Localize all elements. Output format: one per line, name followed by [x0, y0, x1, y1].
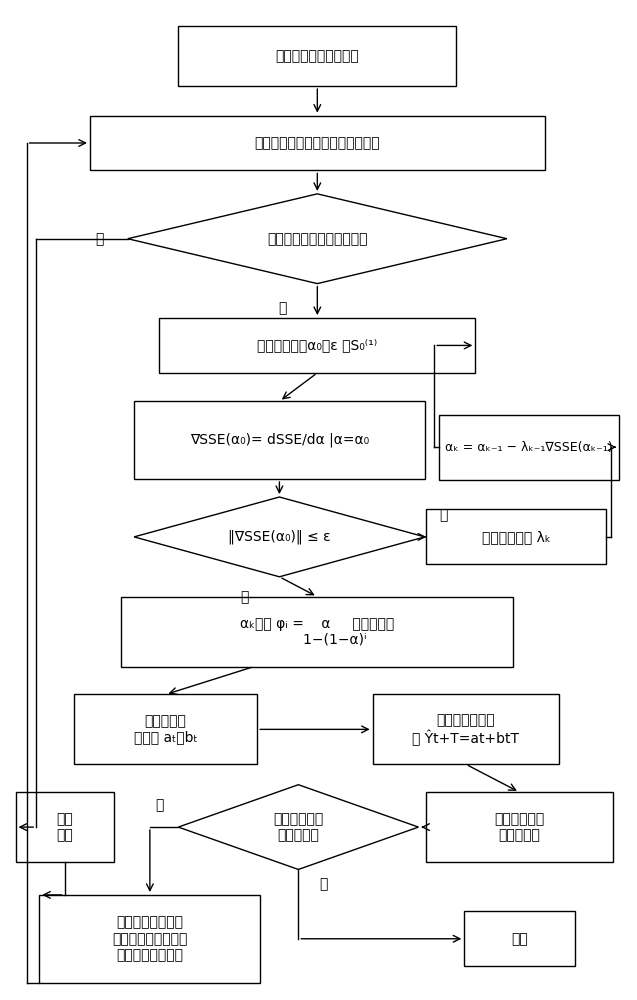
Text: 求得线性预
测参数 aₜ、bₜ: 求得线性预 测参数 aₜ、bₜ	[134, 714, 197, 744]
Text: 采集下一周期指标
值，更新时间序列，
重复预测分析计算: 采集下一周期指标 值，更新时间序列， 重复预测分析计算	[112, 916, 187, 962]
Text: 否: 否	[155, 798, 164, 812]
FancyBboxPatch shape	[426, 792, 613, 862]
Text: ‖∇SSE(α₀)‖ ≤ ε: ‖∇SSE(α₀)‖ ≤ ε	[228, 530, 331, 544]
FancyBboxPatch shape	[178, 26, 456, 86]
FancyBboxPatch shape	[74, 694, 257, 764]
Text: 采集性能数据，存储到时间序列中: 采集性能数据，存储到时间序列中	[255, 136, 380, 150]
Text: 是: 是	[95, 232, 104, 246]
Text: 建立线性预测方
程 Ŷt+T=at+btT: 建立线性预测方 程 Ŷt+T=at+btT	[412, 713, 519, 746]
Polygon shape	[128, 194, 507, 284]
Text: 否: 否	[440, 508, 448, 522]
Text: 预先设定性能预警指标: 预先设定性能预警指标	[275, 49, 359, 63]
Text: 是: 是	[241, 590, 249, 604]
FancyBboxPatch shape	[159, 318, 475, 373]
Text: 预测值是否超
过预警指标: 预测值是否超 过预警指标	[273, 812, 324, 842]
Text: αₖ = αₖ₋₁ − λₖ₋₁∇SSE(αₖ₋₁): αₖ = αₖ₋₁ − λₖ₋₁∇SSE(αₖ₋₁)	[445, 441, 613, 454]
FancyBboxPatch shape	[426, 509, 606, 564]
Text: 性能
告警: 性能 告警	[56, 812, 73, 842]
FancyBboxPatch shape	[464, 911, 575, 966]
Text: 预警: 预警	[511, 932, 528, 946]
FancyBboxPatch shape	[373, 694, 559, 764]
Text: 否: 否	[278, 302, 287, 316]
Polygon shape	[134, 497, 425, 577]
FancyBboxPatch shape	[39, 895, 261, 983]
FancyBboxPatch shape	[90, 116, 545, 170]
Text: 性能数据是否超过预警指标: 性能数据是否超过预警指标	[267, 232, 368, 246]
Text: 得到预测值和
趋势分析图: 得到预测值和 趋势分析图	[494, 812, 545, 842]
Polygon shape	[178, 785, 419, 869]
Text: ∇SSE(α₀)= dSSE/dα |α=α₀: ∇SSE(α₀)= dSSE/dα |α=α₀	[190, 433, 369, 447]
Text: αₖ代入 φᵢ =    α     并建立模型
        1−(1−α)ⁱ: αₖ代入 φᵢ = α 并建立模型 1−(1−α)ⁱ	[240, 617, 394, 647]
Text: 是: 是	[319, 877, 328, 891]
FancyBboxPatch shape	[15, 792, 113, 862]
Text: 求解最优步长 λₖ: 求解最优步长 λₖ	[482, 530, 551, 544]
FancyBboxPatch shape	[122, 597, 513, 667]
FancyBboxPatch shape	[134, 401, 425, 479]
Text: 输入静态参数α₀、ε 、S₀⁽¹⁾: 输入静态参数α₀、ε 、S₀⁽¹⁾	[257, 338, 378, 352]
FancyBboxPatch shape	[439, 415, 619, 480]
